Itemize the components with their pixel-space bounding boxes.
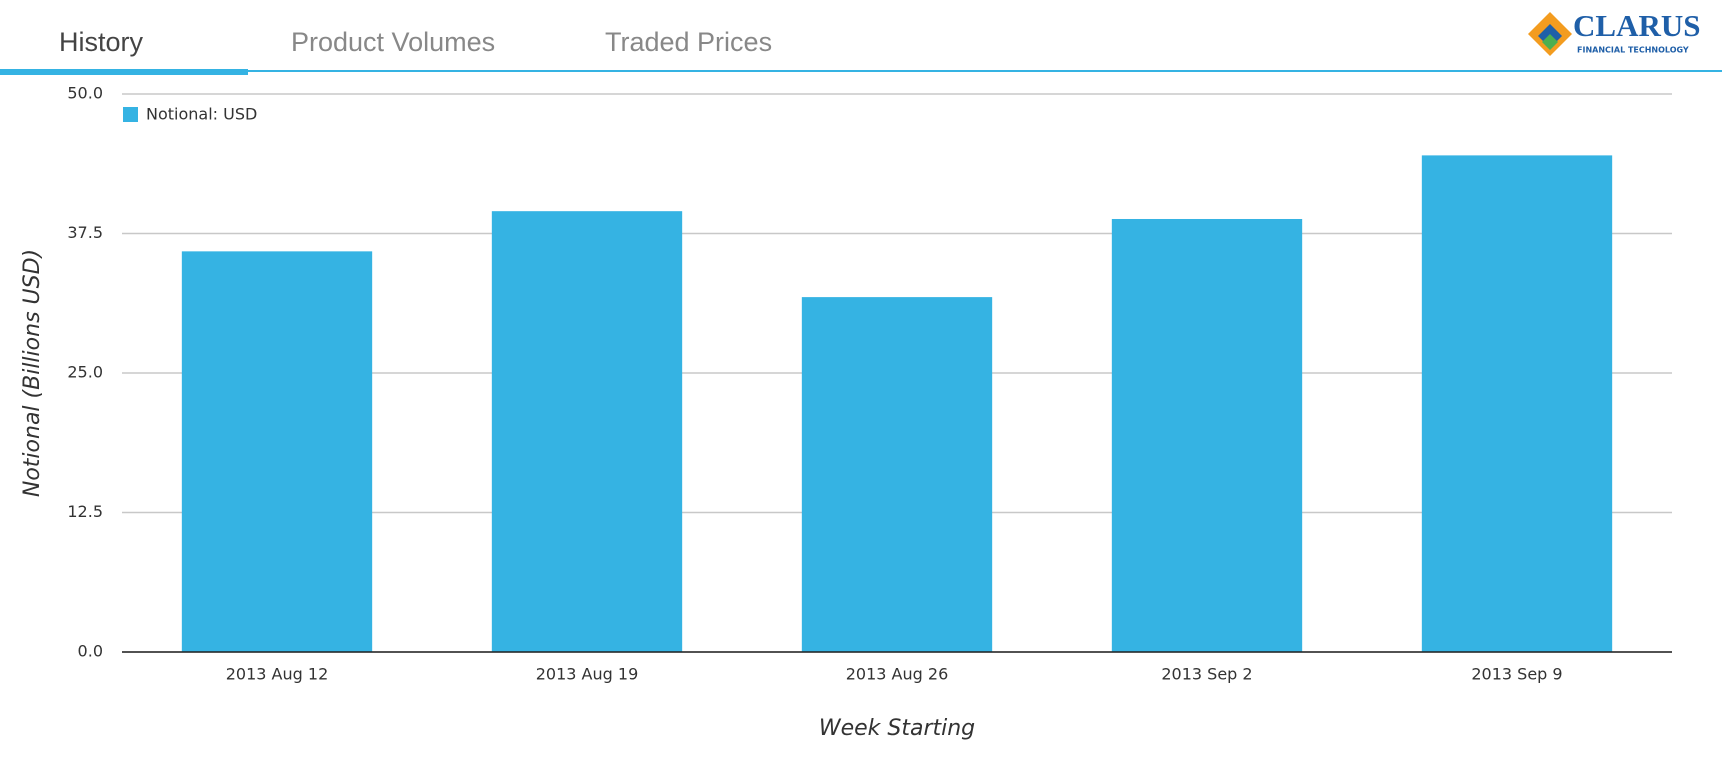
logo: CLARUS FINANCIAL TECHNOLOGY [1528,8,1700,56]
bar [1111,218,1303,652]
logo-tagline: FINANCIAL TECHNOLOGY [1577,46,1689,55]
tab-traded-prices[interactable]: Traded Prices [605,27,772,57]
legend-label: Notional: USD [146,105,257,124]
y-tick-label: 25.0 [67,363,103,382]
logo-name: CLARUS [1573,8,1700,43]
bar [1421,155,1613,652]
bar [491,211,683,652]
x-tick-label: 2013 Aug 19 [536,665,639,684]
y-axis-label: Notional (Billions USD) [20,249,45,497]
tab-rule [0,70,1722,72]
x-axis-label: Week Starting [819,716,975,741]
x-tick-label: 2013 Sep 2 [1161,665,1252,684]
x-tick-label: 2013 Aug 12 [226,665,329,684]
x-tick-label: 2013 Aug 26 [846,665,949,684]
tab-history[interactable]: History [59,27,144,57]
legend-swatch [123,107,138,122]
y-tick-label: 50.0 [67,84,103,103]
x-tick-label: 2013 Sep 9 [1471,665,1562,684]
tab-active-indicator [0,69,248,75]
y-tick-label: 12.5 [67,502,103,521]
bar [801,297,993,652]
bar [181,251,373,652]
tab-product-volumes[interactable]: Product Volumes [291,27,495,57]
y-tick-label: 37.5 [67,223,103,242]
y-tick-label: 0.0 [78,642,103,661]
